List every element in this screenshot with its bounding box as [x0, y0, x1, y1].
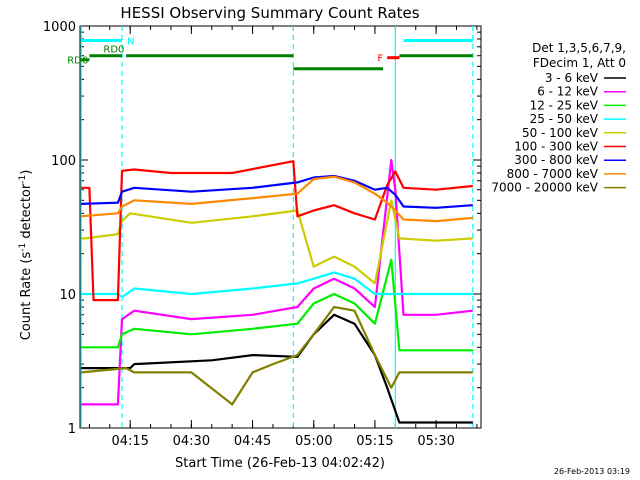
series-line [81, 313, 473, 424]
series-line [81, 160, 473, 302]
legend-entry-label: 7000 - 20000 keV [491, 181, 598, 195]
x-tick-label: 04:30 [173, 434, 210, 449]
plot-frame [79, 25, 482, 429]
legend-entry-label: 300 - 800 keV [514, 153, 598, 167]
mode-segment-label: RD6 [67, 56, 88, 67]
legend-entry-label: 100 - 300 keV [514, 140, 598, 154]
series-line [81, 271, 473, 299]
y-tick-label: 10 [59, 288, 76, 303]
x-tick-label: 04:45 [234, 434, 271, 449]
chart-timestamp: 26-Feb-2013 03:19 [554, 467, 630, 476]
legend-header: Det 1,3,5,6,7,9, [532, 41, 626, 55]
y-tick-label: 1000 [43, 20, 76, 35]
legend-entry-label: 800 - 7000 keV [507, 167, 599, 181]
legend-entry-label: 50 - 100 keV [522, 126, 599, 140]
series-line [81, 305, 473, 406]
x-tick-label: 04:15 [111, 434, 148, 449]
series-line [81, 258, 473, 352]
plot-area: 1 10 100 1000 04:15 04:30 04:45 05:00 05:15 05:30… [43, 20, 482, 449]
y-tick-label: 100 [51, 154, 76, 169]
x-tick-label: 05:00 [295, 434, 332, 449]
legend-header: FDecim 1, Att 0 [533, 56, 626, 70]
legend-entry-label: 3 - 6 keV [545, 71, 599, 85]
legend-entry-label: 12 - 25 keV [530, 98, 599, 112]
y-axis-label: Count Rate (s-1 detector-1) [18, 170, 34, 341]
legend-entry-label: 6 - 12 keV [537, 85, 599, 99]
series-line [81, 174, 473, 209]
legend-entry-label: 25 - 50 keV [530, 112, 599, 126]
y-tick-label: 1 [68, 422, 76, 437]
x-axis-label: Start Time (26-Feb-13 04:02:42) [175, 456, 385, 471]
mode-segment-label: N [127, 36, 134, 47]
series-line [81, 199, 473, 285]
mode-segment-label: RD0 [103, 45, 124, 56]
legend: Det 1,3,5,6,7,9,FDecim 1, Att 03 - 6 keV… [491, 41, 626, 195]
x-tick-label: 05:30 [417, 434, 454, 449]
chart-title: HESSI Observing Summary Count Rates [120, 4, 419, 22]
x-tick-label: 05:15 [356, 434, 393, 449]
mode-segment-label: F [377, 54, 383, 65]
series-line [81, 175, 473, 223]
